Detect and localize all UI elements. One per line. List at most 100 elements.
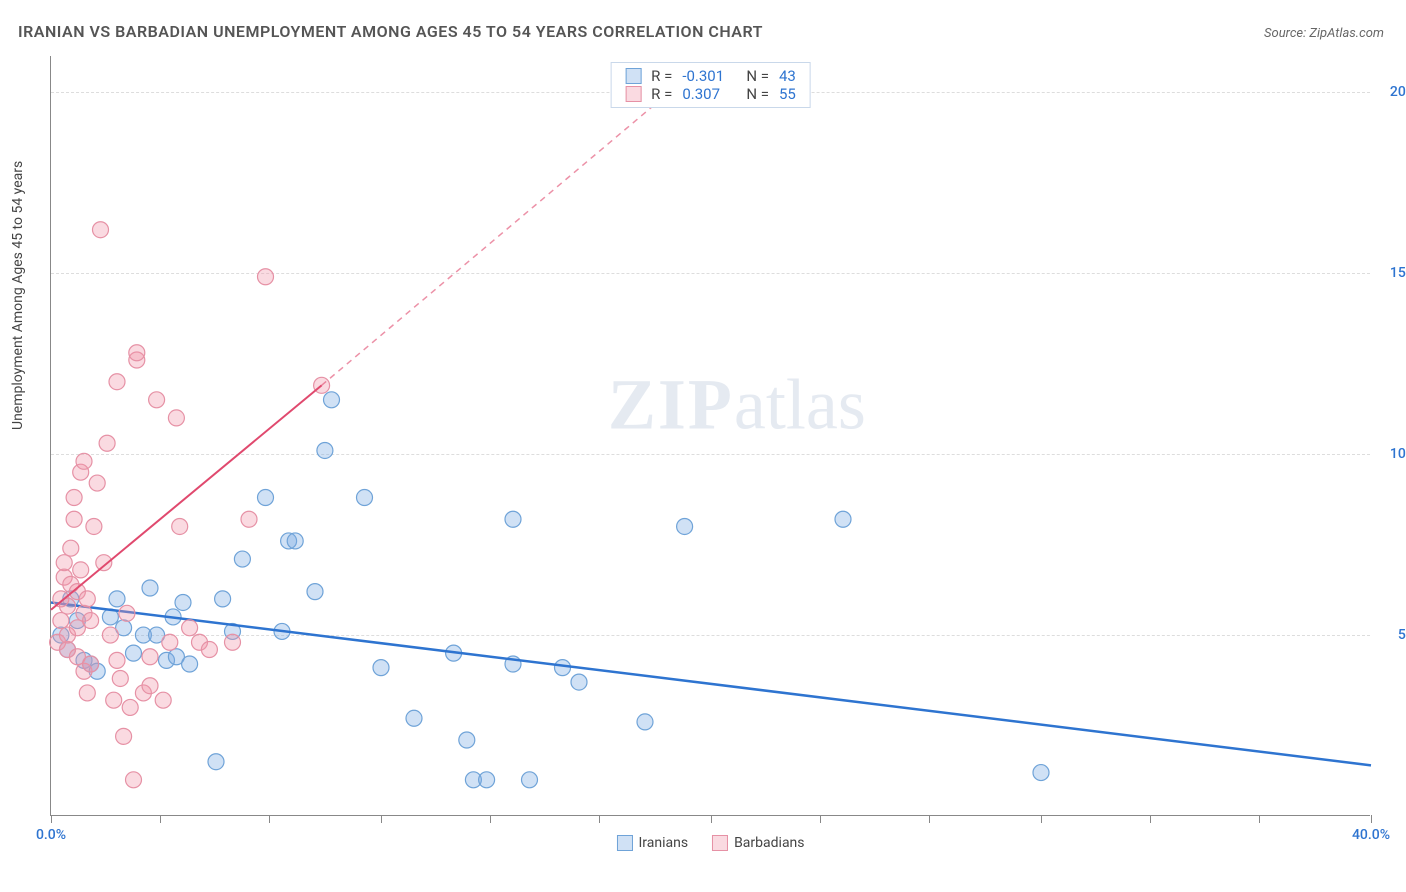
data-point bbox=[142, 678, 158, 694]
x-tick-label: 0.0% bbox=[36, 827, 66, 843]
legend-n-value: 55 bbox=[779, 85, 796, 103]
x-tick-label: 40.0% bbox=[1352, 827, 1390, 843]
data-point bbox=[142, 649, 158, 665]
data-point bbox=[63, 540, 79, 556]
data-point bbox=[555, 660, 571, 676]
data-point bbox=[89, 475, 105, 491]
data-point bbox=[168, 410, 184, 426]
x-tick bbox=[599, 815, 600, 823]
data-point bbox=[317, 442, 333, 458]
data-point bbox=[122, 699, 138, 715]
legend-swatch bbox=[616, 835, 632, 851]
legend-series-item: Barbadians bbox=[712, 835, 804, 851]
data-point bbox=[215, 591, 231, 607]
data-point bbox=[835, 511, 851, 527]
data-point bbox=[258, 269, 274, 285]
data-point bbox=[505, 511, 521, 527]
source-attribution: Source: ZipAtlas.com bbox=[1264, 26, 1384, 41]
data-point bbox=[677, 518, 693, 534]
y-tick-label: 10.0% bbox=[1390, 446, 1406, 462]
legend-n-value: 43 bbox=[779, 67, 796, 85]
legend-correlation: R = -0.301 N = 43R = 0.307 N = 55 bbox=[610, 62, 811, 108]
data-point bbox=[201, 642, 217, 658]
data-point bbox=[126, 772, 142, 788]
chart-title: IRANIAN VS BARBADIAN UNEMPLOYMENT AMONG … bbox=[18, 22, 763, 41]
x-tick bbox=[269, 815, 270, 823]
x-tick bbox=[160, 815, 161, 823]
data-point bbox=[79, 591, 95, 607]
legend-r-label: R = bbox=[651, 85, 672, 103]
data-point bbox=[1033, 765, 1049, 781]
data-point bbox=[373, 660, 389, 676]
data-point bbox=[162, 634, 178, 650]
y-tick-label: 5.0% bbox=[1398, 627, 1406, 643]
x-tick bbox=[1041, 815, 1042, 823]
legend-r-value: -0.301 bbox=[682, 67, 736, 85]
y-tick-label: 20.0% bbox=[1390, 84, 1406, 100]
data-point bbox=[241, 511, 257, 527]
data-point bbox=[522, 772, 538, 788]
data-point bbox=[182, 656, 198, 672]
data-point bbox=[106, 692, 122, 708]
legend-r-value: 0.307 bbox=[682, 85, 736, 103]
data-point bbox=[234, 551, 250, 567]
legend-series-label: Barbadians bbox=[734, 835, 804, 851]
data-point bbox=[479, 772, 495, 788]
data-point bbox=[182, 620, 198, 636]
x-tick bbox=[929, 815, 930, 823]
data-point bbox=[287, 533, 303, 549]
data-point bbox=[406, 710, 422, 726]
x-tick bbox=[51, 815, 52, 823]
legend-series-label: Iranians bbox=[638, 835, 688, 851]
regression-line bbox=[51, 602, 1371, 765]
data-point bbox=[175, 594, 191, 610]
plot-area: ZIPatlas 5.0%10.0%15.0%20.0% 0.0%40.0% R… bbox=[50, 56, 1370, 816]
data-point bbox=[102, 627, 118, 643]
regression-line bbox=[51, 385, 322, 609]
legend-correlation-row: R = 0.307 N = 55 bbox=[625, 85, 796, 103]
data-point bbox=[116, 728, 132, 744]
data-point bbox=[79, 685, 95, 701]
data-point bbox=[109, 374, 125, 390]
data-point bbox=[83, 613, 99, 629]
legend-swatch bbox=[625, 68, 641, 84]
data-point bbox=[109, 591, 125, 607]
x-tick bbox=[1371, 815, 1372, 823]
data-point bbox=[66, 511, 82, 527]
x-tick bbox=[1150, 815, 1151, 823]
data-point bbox=[149, 392, 165, 408]
data-point bbox=[96, 555, 112, 571]
legend-n-label: N = bbox=[746, 85, 769, 103]
data-point bbox=[324, 392, 340, 408]
x-tick bbox=[820, 815, 821, 823]
data-point bbox=[93, 222, 109, 238]
data-point bbox=[307, 584, 323, 600]
data-point bbox=[126, 645, 142, 661]
data-point bbox=[66, 490, 82, 506]
data-point bbox=[73, 562, 89, 578]
data-point bbox=[56, 555, 72, 571]
data-point bbox=[208, 754, 224, 770]
legend-series: Iranians Barbadians bbox=[616, 835, 804, 851]
data-point bbox=[129, 345, 145, 361]
chart-container: IRANIAN VS BARBADIAN UNEMPLOYMENT AMONG … bbox=[0, 0, 1406, 892]
data-point bbox=[142, 580, 158, 596]
y-axis-label: Unemployment Among Ages 45 to 54 years bbox=[10, 161, 26, 430]
data-point bbox=[258, 490, 274, 506]
legend-swatch bbox=[625, 86, 641, 102]
legend-swatch bbox=[712, 835, 728, 851]
data-point bbox=[571, 674, 587, 690]
legend-series-item: Iranians bbox=[616, 835, 688, 851]
legend-correlation-row: R =-0.301N =43 bbox=[625, 67, 796, 85]
data-point bbox=[155, 692, 171, 708]
data-point bbox=[53, 613, 69, 629]
data-point bbox=[99, 435, 115, 451]
x-tick bbox=[1259, 815, 1260, 823]
legend-r-label: R = bbox=[651, 67, 672, 85]
data-point bbox=[112, 670, 128, 686]
data-point bbox=[109, 652, 125, 668]
plot-svg bbox=[51, 56, 1370, 815]
data-point bbox=[83, 656, 99, 672]
x-tick bbox=[490, 815, 491, 823]
x-tick bbox=[381, 815, 382, 823]
